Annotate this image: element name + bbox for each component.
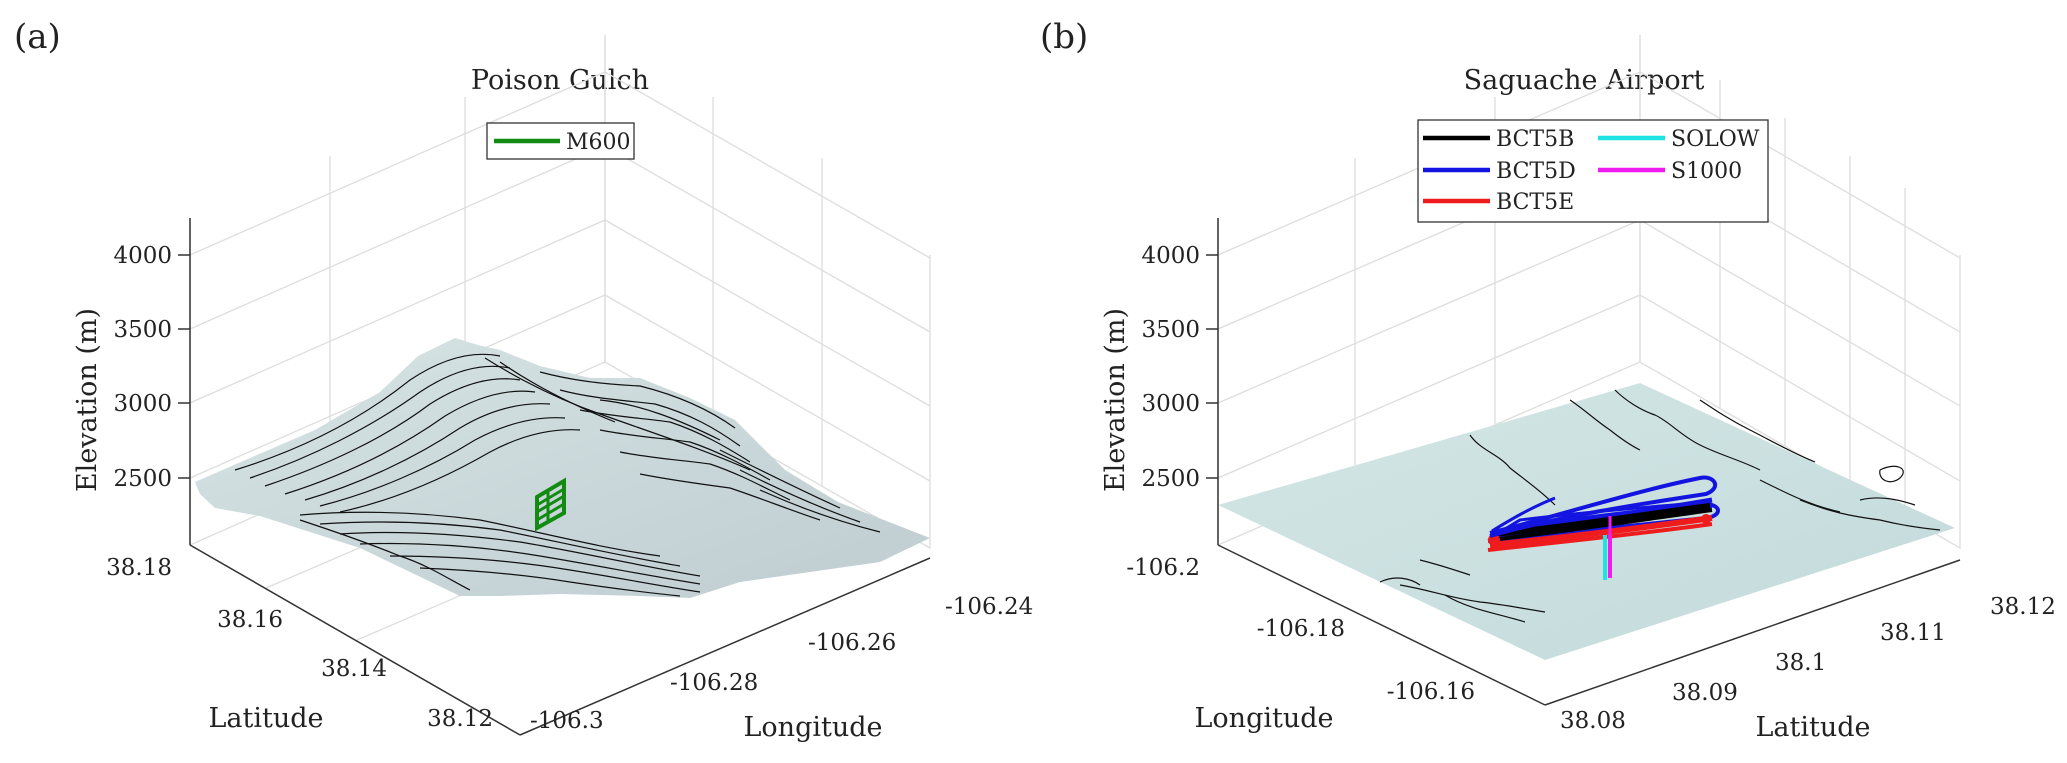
panel-b-lat-tick: 38.1 <box>1775 650 1826 676</box>
panel-b-lon-tick: -106.16 <box>1387 679 1475 705</box>
panel-a-zlabel: Elevation (m) <box>72 308 103 492</box>
panel-b-xlabel: Longitude <box>1195 703 1334 734</box>
panel-a-ztick: 4000 <box>113 243 172 269</box>
panel-b-ztick: 2500 <box>1141 466 1200 492</box>
panel-a-lon-tick: -106.3 <box>530 708 604 734</box>
panel-a-lat-tick: 38.18 <box>106 555 172 581</box>
panel-a-ztick: 2500 <box>113 466 172 492</box>
panel-a-xlabel: Latitude <box>208 703 323 734</box>
panel-b-lat-tick: 38.08 <box>1560 708 1626 734</box>
panel-b: (b) Saguache Airport <box>1040 17 2056 743</box>
panel-b-lon-tick: -106.18 <box>1257 616 1345 642</box>
panel-b-zlabel: Elevation (m) <box>1100 308 1131 492</box>
panel-b-ztick: 3000 <box>1141 391 1200 417</box>
panel-b-title: Saguache Airport <box>1464 65 1705 96</box>
panel-b-lat-tick: 38.12 <box>1990 594 2056 620</box>
panel-a-lon-tick: -106.26 <box>808 630 896 656</box>
panel-a-m600-path <box>535 477 566 532</box>
legend-entry-solow: SOLOW <box>1671 127 1760 152</box>
panel-a-ztick: 3000 <box>113 391 172 417</box>
panel-b-ztick: 3500 <box>1141 317 1200 343</box>
panel-a-terrain <box>195 338 930 598</box>
panel-a-legend: M600 <box>486 122 635 160</box>
legend-entry-s1000: S1000 <box>1671 159 1742 184</box>
panel-a-lon-tick: -106.28 <box>670 670 758 696</box>
panel-a-axes <box>178 218 931 736</box>
panel-a-ztick: 3500 <box>113 317 172 343</box>
panel-b-legend: BCT5B BCT5D BCT5E SOLOW S1000 <box>1417 119 1769 223</box>
legend-entry-bct5b: BCT5B <box>1496 127 1574 152</box>
panel-b-flight-tracks <box>1487 475 1720 580</box>
panel-b-ztick: 4000 <box>1141 243 1200 269</box>
legend-entry-m600: M600 <box>566 130 631 155</box>
panel-b-lon-tick: -106.2 <box>1126 555 1200 581</box>
panel-b-axes <box>1206 218 1961 706</box>
panel-a-label: (a) <box>14 17 61 57</box>
panel-a-lat-tick: 38.12 <box>427 706 493 732</box>
panel-b-label: (b) <box>1040 17 1088 57</box>
legend-entry-bct5e: BCT5E <box>1496 190 1574 215</box>
legend-entry-bct5d: BCT5D <box>1496 159 1576 184</box>
panel-b-lat-tick: 38.11 <box>1880 620 1946 646</box>
panel-b-lat-tick: 38.09 <box>1672 680 1738 706</box>
panel-a-lat-tick: 38.16 <box>217 607 283 633</box>
panel-a-lat-tick: 38.14 <box>321 656 387 682</box>
panel-a-ylabel: Longitude <box>744 712 883 743</box>
panel-a: (a) Poison Gulch <box>14 17 1033 743</box>
panel-a-lon-tick: -106.24 <box>945 594 1033 620</box>
panel-b-ylabel: Latitude <box>1755 712 1870 743</box>
